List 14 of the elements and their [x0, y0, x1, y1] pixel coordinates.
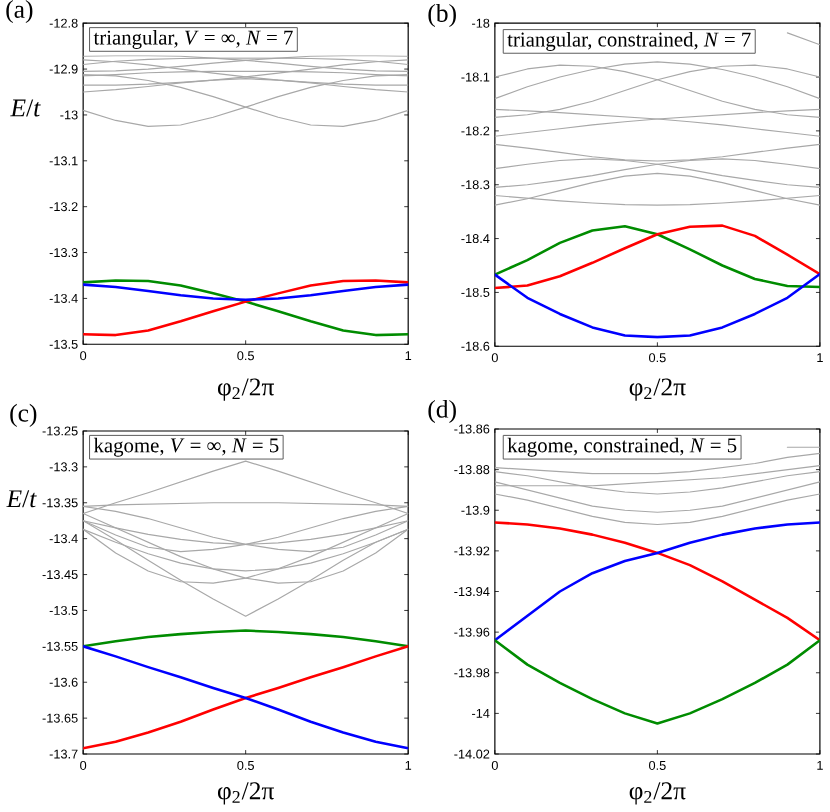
annotation: kagome, constrained, N = 5 [507, 438, 737, 458]
chart-title: (d) [428, 400, 456, 424]
annotation: triangular, V = ∞, N = 7 [93, 30, 293, 50]
chart-title: (b) [428, 4, 456, 28]
x-axis-title: φ$_{2}$/2π [629, 782, 686, 806]
chart-title: (c) [10, 404, 37, 428]
y-axis-title: E/t [10, 99, 41, 117]
annotation: triangular, constrained, N = 7 [507, 32, 751, 52]
annotation: kagome, V = ∞, N = 5 [93, 438, 279, 458]
x-axis-title: φ$_{2}$/2π [217, 378, 274, 402]
x-axis-title: φ$_{2}$/2π [629, 378, 686, 402]
x-axis-title: φ$_{2}$/2π [217, 782, 274, 806]
chart-title: (a) [6, 0, 33, 24]
y-axis-title: E/t [6, 490, 37, 508]
